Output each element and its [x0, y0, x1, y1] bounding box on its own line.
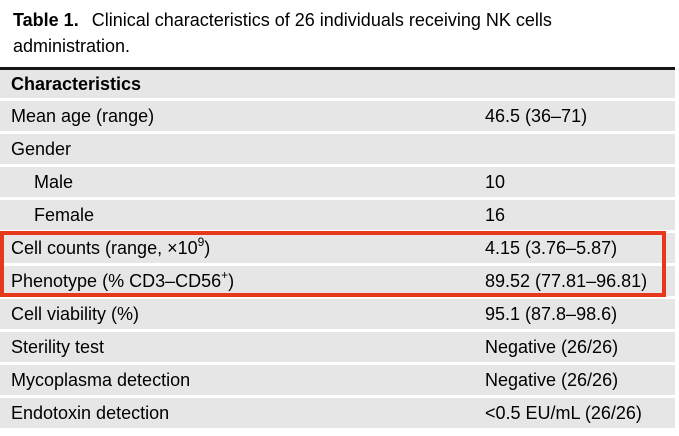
row-value: 10	[485, 171, 506, 192]
row-value: Negative (26/26)	[485, 369, 619, 390]
row-value: 4.15 (3.76–5.87)	[485, 237, 618, 258]
table-row-female: Female 16	[0, 200, 675, 230]
table-row-mean-age: Mean age (range) 46.5 (36–71)	[0, 101, 675, 131]
table-header-label: Characteristics	[11, 73, 142, 94]
table-header-row: Characteristics	[0, 70, 675, 98]
table-row-phenotype: Phenotype (% CD3–CD56 +) 89.52 (77.81–96.…	[0, 266, 675, 296]
row-label: Mycoplasma detection	[11, 369, 191, 390]
row-value: Negative (26/26)	[485, 336, 619, 357]
row-label: Male	[34, 171, 74, 192]
row-value: 95.1 (87.8–98.6)	[485, 303, 618, 324]
table-row-cell-counts: Cell counts (range, ×10 9) 4.15 (3.76–5.8…	[0, 233, 675, 263]
clinical-characteristics-table: Characteristics Mean age (range) 46.5 (3…	[0, 67, 675, 431]
row-label: Endotoxin detection	[11, 402, 170, 423]
row-value: 89.52 (77.81–96.81)	[485, 270, 648, 291]
table-row-endotoxin: Endotoxin detection <0.5 EU/mL (26/26)	[0, 398, 675, 428]
row-value: <0.5 EU/mL (26/26)	[485, 402, 642, 423]
table-row-male: Male 10	[0, 167, 675, 197]
table-row-sterility-test: Sterility test Negative (26/26)	[0, 332, 675, 362]
table-row-mycoplasma: Mycoplasma detection Negative (26/26)	[0, 365, 675, 395]
row-label-text: Phenotype (% CD3–CD56	[11, 270, 222, 291]
table-caption-text: Clinical characteristics of 26 individua…	[13, 10, 552, 56]
row-label-text: )	[204, 237, 211, 258]
row-value: 16	[485, 204, 506, 225]
table-row-gender: Gender	[0, 134, 675, 164]
table-top-rule	[0, 67, 675, 70]
row-label: Phenotype (% CD3–CD56 +)	[11, 268, 235, 291]
table-row-cell-viability: Cell viability (%) 95.1 (87.8–98.6)	[0, 299, 675, 329]
table-caption: Table 1. Clinical characteristics of 26 i…	[13, 7, 665, 59]
row-label: Sterility test	[11, 336, 105, 357]
row-label: Cell viability (%)	[11, 303, 140, 324]
row-label: Mean age (range)	[11, 105, 155, 126]
table-number: Table 1.	[13, 10, 79, 30]
row-value: 46.5 (36–71)	[485, 105, 588, 126]
row-label: Female	[34, 204, 95, 225]
row-label-text: Cell counts (range, ×10	[11, 237, 198, 258]
row-label-text: )	[228, 270, 235, 291]
row-label: Gender	[11, 138, 72, 159]
row-label: Cell counts (range, ×10 9)	[11, 235, 211, 258]
